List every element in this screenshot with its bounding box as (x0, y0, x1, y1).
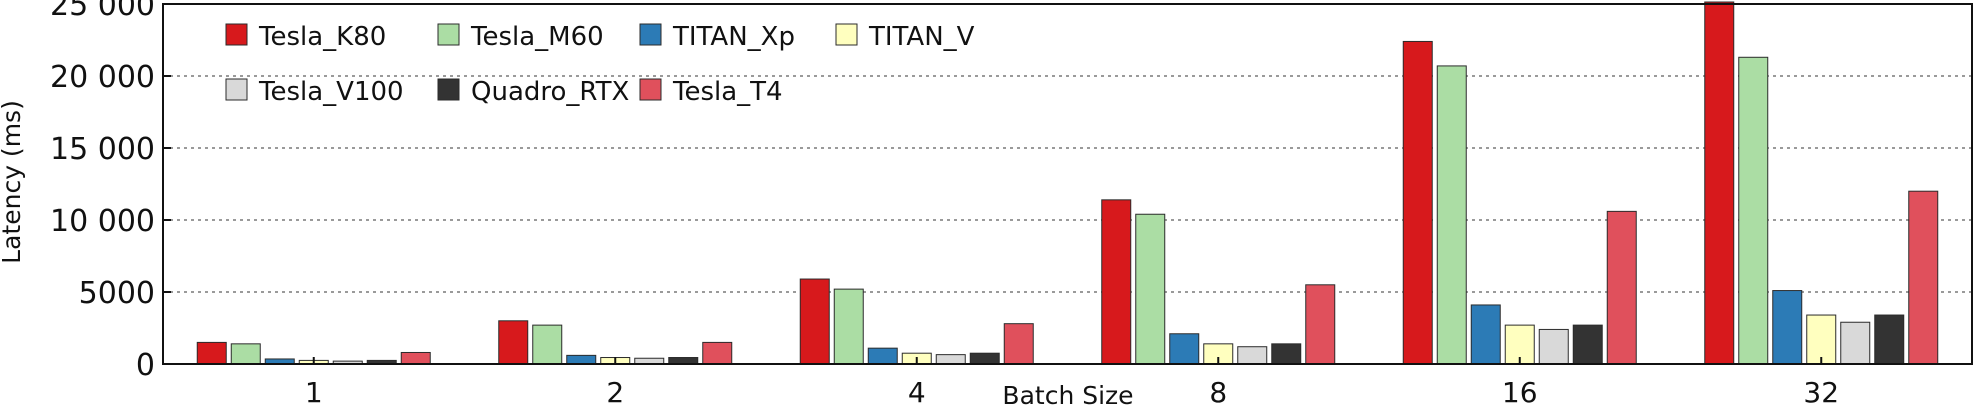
legend-label-tesla-m60: Tesla_M60 (470, 22, 604, 52)
y-tick-label-0: 0 (136, 348, 155, 383)
bar-tesla-t4-32 (1908, 190, 1939, 365)
bar-tesla-v100-4 (935, 354, 966, 365)
bar-tesla-v100-16 (1538, 328, 1569, 365)
bar-tesla-k80-4 (799, 278, 830, 365)
bar-titan-xp-32 (1772, 290, 1803, 365)
bar-tesla-m60-1 (230, 343, 261, 365)
bar-titan-v-32 (1806, 314, 1837, 365)
legend-label-quadro-rtx: Quadro_RTX (471, 77, 629, 107)
bar-titan-xp-4 (867, 347, 898, 365)
x-tick-label-8: 8 (1209, 376, 1227, 409)
legend-label-tesla-t4: Tesla_T4 (672, 77, 783, 107)
y-tick-label-2: 10 000 (50, 204, 155, 239)
bar-tesla-m60-32 (1738, 56, 1769, 365)
y-tick-label-1: 5000 (79, 276, 155, 311)
x-tick-label-2: 2 (606, 376, 624, 409)
bar-tesla-k80-1 (196, 341, 227, 365)
x-axis-title: Batch Size (1002, 381, 1133, 410)
bar-tesla-t4-16 (1606, 210, 1637, 365)
x-tick-label-16: 16 (1502, 376, 1538, 409)
bar-tesla-t4-4 (1003, 323, 1034, 365)
bar-tesla-m60-8 (1135, 213, 1166, 365)
legend-swatch-tesla-v100 (225, 78, 248, 101)
x-tick-label-4: 4 (908, 376, 926, 409)
x-tick-label-1: 1 (305, 376, 323, 409)
bar-titan-xp-8 (1169, 333, 1200, 365)
legend: Tesla_K80 Tesla_M60 TITAN_Xp TITAN_V Tesla_V… (225, 22, 975, 107)
bar-titan-xp-16 (1470, 304, 1501, 365)
bar-quadro-rtx-32 (1874, 314, 1905, 365)
bar-tesla-v100-8 (1237, 346, 1268, 365)
bar-quadro-rtx-8 (1271, 343, 1302, 365)
bar-titan-xp-2 (566, 354, 597, 365)
legend-label-tesla-k80: Tesla_K80 (258, 22, 386, 52)
bar-tesla-m60-4 (833, 288, 864, 365)
bar-tesla-t4-8 (1305, 284, 1336, 365)
y-tick-label-5: 25 000 (50, 0, 155, 23)
bar-tesla-m60-2 (532, 324, 563, 365)
y-tick-label-3: 15 000 (50, 132, 155, 167)
legend-swatch-tesla-t4 (639, 78, 662, 101)
bar-tesla-t4-2 (702, 341, 733, 365)
legend-label-titan-xp: TITAN_Xp (672, 22, 795, 52)
legend-swatch-titan-xp (639, 23, 662, 46)
bar-quadro-rtx-4 (969, 352, 1000, 365)
bar-tesla-k80-8 (1101, 199, 1132, 365)
legend-swatch-quadro-rtx (437, 78, 460, 101)
y-tick-label-4: 20 000 (50, 60, 155, 95)
legend-swatch-tesla-m60 (437, 23, 460, 46)
x-tick-label-32: 32 (1803, 376, 1839, 409)
bar-quadro-rtx-16 (1572, 324, 1603, 365)
bar-tesla-k80-16 (1402, 40, 1433, 365)
bar-tesla-v100-32 (1840, 321, 1871, 365)
legend-swatch-titan-v (835, 23, 858, 46)
bar-tesla-k80-2 (498, 320, 529, 365)
bars-layer (196, 1, 1939, 365)
y-axis-title: Latency (ms) (0, 100, 26, 264)
bar-tesla-k80-32 (1704, 1, 1735, 365)
ticks-layer: 0 5000 10 000 15 000 20 000 25 000 1 2 4 8 16 32 (50, 0, 1839, 409)
axes-layer (162, 3, 1973, 365)
grid-layer (163, 3, 1972, 293)
bar-tesla-m60-16 (1436, 65, 1467, 365)
legend-label-tesla-v100: Tesla_V100 (258, 77, 404, 107)
bar-tesla-t4-1 (400, 351, 431, 365)
legend-swatch-tesla-k80 (225, 23, 248, 46)
legend-label-titan-v: TITAN_V (868, 22, 975, 52)
plot-frame (162, 3, 1973, 365)
